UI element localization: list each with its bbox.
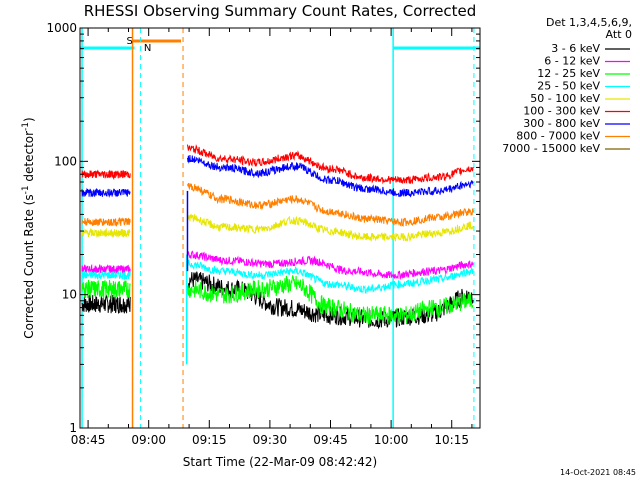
y-axis: 1 10 100 1000	[46, 21, 480, 435]
x-axis: 08:45 09:00 09:15 09:30 09:45 10:00 10:15	[71, 28, 473, 447]
x-tick-label: 09:45	[313, 433, 348, 447]
series-line-post	[187, 250, 474, 281]
series-line-pre	[81, 269, 131, 281]
y-label-sup1: -1	[21, 185, 31, 194]
saa-flag-label: S	[126, 36, 132, 47]
legend-entry-label: 100 - 300 keV	[523, 105, 600, 118]
flag-lines: SN	[80, 28, 480, 428]
night-flag-label: N	[144, 43, 151, 54]
x-tick-label: 08:45	[71, 433, 106, 447]
x-tick-label: 10:00	[374, 433, 409, 447]
legend-entry-label: 300 - 800 keV	[523, 117, 600, 130]
series-line-post	[187, 275, 474, 325]
series-line-pre	[81, 169, 131, 181]
series-line-pre	[81, 217, 131, 227]
y-tick-label: 1000	[46, 21, 77, 35]
legend-header-line-2: Att 0	[606, 28, 632, 41]
legend-entry-label: 6 - 12 keV	[544, 55, 600, 68]
y-label-main: Corrected Count Rate (s	[22, 194, 36, 338]
series-line-post	[187, 259, 474, 294]
x-axis-label: Start Time (22-Mar-09 08:42:42)	[183, 455, 377, 469]
x-tick-label: 10:15	[434, 433, 469, 447]
y-axis-label: Corrected Count Rate (s-1 detector-1)	[21, 117, 36, 338]
series-line-post	[187, 183, 474, 228]
x-tick-label: 09:15	[192, 433, 227, 447]
x-tick-label: 09:00	[131, 433, 166, 447]
series-line-post	[187, 154, 474, 198]
y-label-end: )	[22, 117, 36, 122]
series-line-pre	[81, 263, 131, 275]
legend-entry-label: 800 - 7000 keV	[516, 130, 600, 143]
y-tick-label: 1	[69, 421, 77, 435]
series-line-pre	[81, 293, 131, 315]
legend-entry-label: 7000 - 15000 keV	[502, 142, 600, 155]
x-tick-label: 09:30	[253, 433, 288, 447]
footer-timestamp: 14-Oct-2021 08:45	[560, 468, 636, 477]
legend-entry-label: 50 - 100 keV	[530, 92, 600, 105]
plot-frame	[79, 27, 481, 429]
legend-entry-label: 25 - 50 keV	[537, 80, 600, 93]
y-tick-label: 10	[62, 288, 77, 302]
series-line-post	[187, 213, 474, 243]
series-line-pre	[81, 227, 131, 239]
y-tick-label: 100	[54, 154, 77, 168]
series-line-pre	[81, 187, 131, 198]
y-label-sup2: -1	[21, 122, 31, 131]
y-label-mid: detector	[22, 131, 36, 186]
series-layer	[81, 144, 474, 365]
series-line-pre	[81, 279, 131, 299]
legend-entry-label: 12 - 25 keV	[537, 67, 600, 80]
chart-title: RHESSI Observing Summary Count Rates, Co…	[84, 2, 477, 20]
series-line-post	[187, 144, 474, 185]
legend-entry-label: 3 - 6 keV	[551, 42, 600, 55]
legend-header-line-1: Det 1,3,4,5,6,9,	[546, 16, 632, 29]
series-line-post	[187, 271, 474, 330]
